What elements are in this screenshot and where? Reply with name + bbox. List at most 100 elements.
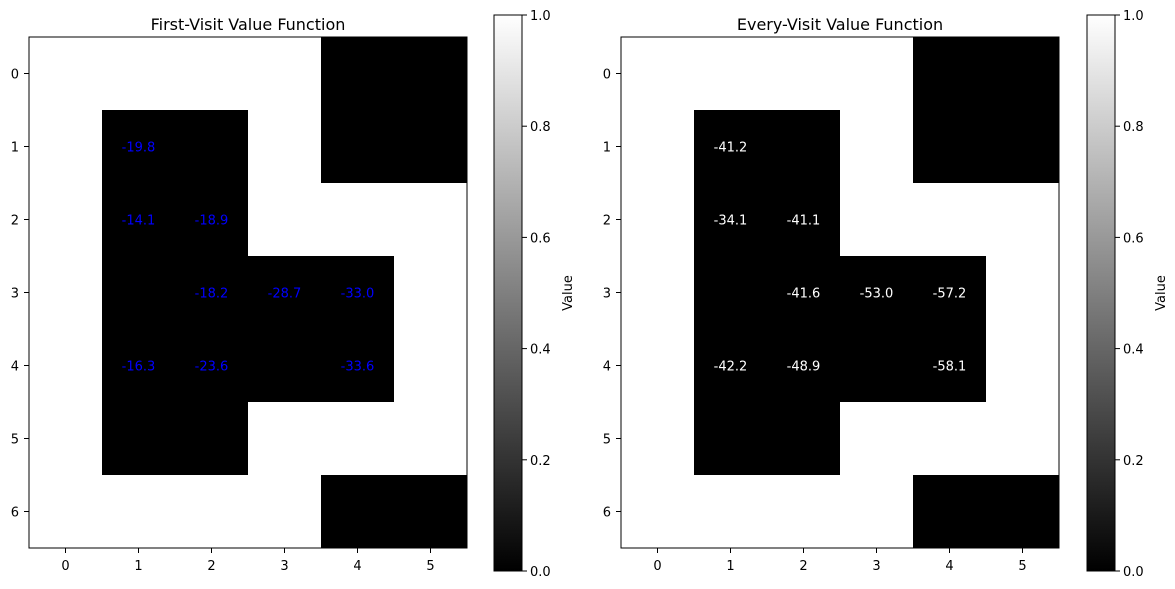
x-tick-label: 0 [653, 559, 661, 574]
heatmap-cell [621, 475, 695, 549]
heatmap-cell [913, 256, 987, 330]
y-tick-label: 1 [11, 141, 19, 156]
cell-value-label: -57.2 [933, 287, 967, 302]
cell-value-label: -33.0 [341, 287, 375, 302]
heatmap-cell [913, 110, 987, 184]
colorbar [1086, 14, 1116, 572]
colorbar-tick-label: 0.8 [1123, 120, 1144, 135]
y-tick-label: 1 [603, 141, 611, 156]
heatmap-cell [767, 183, 841, 257]
y-tick-label: 0 [11, 68, 19, 83]
heatmap-cell [986, 475, 1060, 549]
heatmap-cell [840, 329, 914, 403]
heatmap-cell [175, 110, 249, 184]
heatmap-cell [29, 402, 103, 476]
heatmap-cell [913, 402, 987, 476]
heatmap-cell [694, 329, 768, 403]
heatmap-cell [621, 110, 695, 184]
colorbar-tick-label: 0.2 [530, 454, 551, 469]
heatmap-cell [321, 402, 395, 476]
heatmap-cell [175, 329, 249, 403]
heatmap-cell [321, 183, 395, 257]
heatmap-cell [767, 475, 841, 549]
heatmap-cell [29, 475, 103, 549]
colorbar-tick-label: 0.8 [530, 120, 551, 135]
heatmap-cell [29, 329, 103, 403]
heatmap-cell [694, 110, 768, 184]
heatmap-cell [767, 329, 841, 403]
x-tick-label: 2 [799, 559, 807, 574]
heatmap-cell [321, 329, 395, 403]
heatmap-cell [102, 110, 176, 184]
heatmap-cell [913, 475, 987, 549]
heatmap-cell [394, 183, 468, 257]
heatmap-cell [986, 329, 1060, 403]
heatmap-cell [394, 110, 468, 184]
heatmap-cell [621, 183, 695, 257]
colorbar-tick-label: 0.0 [530, 565, 551, 580]
heatmap-cell [102, 256, 176, 330]
heatmap-cell [840, 256, 914, 330]
x-tick-label: 4 [945, 559, 953, 574]
x-tick-label: 2 [207, 559, 215, 574]
chart-title: Every-Visit Value Function [737, 15, 943, 34]
heatmap-cell [102, 329, 176, 403]
y-tick-label: 2 [11, 214, 19, 229]
cell-value-label: -41.1 [787, 214, 821, 229]
colorbar-label: Value [561, 275, 576, 311]
heatmap-cell [694, 183, 768, 257]
y-tick-label: 0 [603, 68, 611, 83]
heatmap-cell [986, 256, 1060, 330]
heatmap-cell [621, 37, 695, 111]
cell-value-label: -34.1 [714, 214, 748, 229]
y-tick-label: 6 [603, 506, 611, 521]
heatmap-cell [248, 256, 322, 330]
heatmap-cell [102, 37, 176, 111]
heatmap-panel-2: Every-Visit Value Function 0 1 2 3 4 5 6 0 1 2 3 4 5 -… [603, 9, 1169, 580]
cell-value-label: -48.9 [787, 360, 821, 375]
heatmap-cell [321, 110, 395, 184]
cell-value-label: -58.1 [933, 360, 967, 375]
colorbar-tick-label: 1.0 [530, 9, 551, 24]
heatmap-cell [913, 329, 987, 403]
cell-value-label: -41.2 [714, 141, 748, 156]
heatmap-cell [248, 183, 322, 257]
colorbar-tick-label: 0.6 [1123, 231, 1144, 246]
heatmap-cell [394, 37, 468, 111]
heatmap-cell [248, 402, 322, 476]
cell-value-label: -42.2 [714, 360, 748, 375]
heatmap-cell [986, 110, 1060, 184]
cell-value-label: -33.6 [341, 360, 375, 375]
heatmap-cell [248, 329, 322, 403]
cell-value-label: -41.6 [787, 287, 821, 302]
x-tick-label: 4 [353, 559, 361, 574]
y-tick-label: 4 [603, 360, 611, 375]
cell-value-label: -23.6 [195, 360, 229, 375]
heatmap-cell [840, 475, 914, 549]
y-tick-label: 3 [603, 287, 611, 302]
heatmap-cell [694, 256, 768, 330]
y-tick-label: 4 [11, 360, 19, 375]
heatmap-cell [913, 183, 987, 257]
cell-value-label: -18.9 [195, 214, 229, 229]
cell-value-label: -53.0 [860, 287, 894, 302]
cell-value-label: -19.8 [122, 141, 156, 156]
y-tick-label: 6 [11, 506, 19, 521]
heatmap-cell [986, 37, 1060, 111]
y-tick-label: 5 [11, 433, 19, 448]
heatmap-cell [248, 37, 322, 111]
colorbar [493, 14, 523, 572]
colorbar-label: Value [1154, 275, 1169, 311]
heatmap-cell [175, 183, 249, 257]
colorbar-tick-label: 0.6 [530, 231, 551, 246]
heatmap-cell [102, 402, 176, 476]
cell-value-label: -18.2 [195, 287, 229, 302]
heatmap-cell [621, 256, 695, 330]
x-tick-label: 1 [134, 559, 142, 574]
heatmap-cell [621, 402, 695, 476]
heatmap-cell [694, 402, 768, 476]
y-tick-label: 3 [11, 287, 19, 302]
colorbar-tick-label: 0.0 [1123, 565, 1144, 580]
y-tick-label: 2 [603, 214, 611, 229]
heatmap-cell [175, 402, 249, 476]
